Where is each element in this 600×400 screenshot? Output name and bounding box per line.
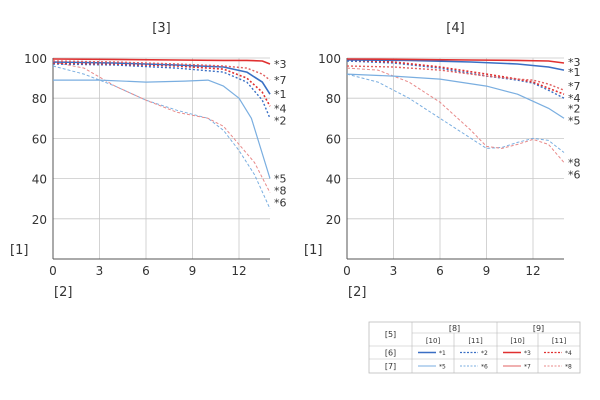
y-tick-label: 40 xyxy=(32,173,47,187)
x-tick-label: 6 xyxy=(436,264,444,278)
x-tick-label: 12 xyxy=(231,264,246,278)
series-line-star5 xyxy=(346,73,565,119)
x-tick-label: 9 xyxy=(483,264,491,278)
series-end-label: *6 xyxy=(274,197,287,210)
series-line-star8 xyxy=(52,61,271,193)
series-line-star6 xyxy=(346,73,565,153)
y-tick-label: 80 xyxy=(32,92,47,106)
series-end-label: *5 xyxy=(568,114,581,127)
y-tick-label: 20 xyxy=(32,213,47,227)
series-end-label: *1 xyxy=(274,88,287,101)
x-tick-label: 12 xyxy=(525,264,540,278)
series-line-star3 xyxy=(52,58,271,65)
series-end-label: *5 xyxy=(274,173,287,186)
legend-row-label: [7] xyxy=(385,362,396,371)
series-end-label: *1 xyxy=(568,66,581,79)
x-axis-label: [2] xyxy=(348,285,366,300)
series-end-label: *2 xyxy=(568,102,581,115)
x-tick-label: 0 xyxy=(343,264,351,278)
series-line-star4 xyxy=(346,59,565,95)
series-end-label: *8 xyxy=(568,157,581,170)
series-line-star5 xyxy=(53,79,271,179)
legend-group-header: [9] xyxy=(533,324,544,333)
legend-table: [5] [8] [9] [10] [11] [10] [11] [6] *1 *2 *3 *4 [7] *… xyxy=(368,321,581,374)
legend-frame xyxy=(368,321,581,374)
legend-entry-label: *6 xyxy=(481,364,488,371)
y-tick-label: 100 xyxy=(24,52,47,66)
legend-entry-label: *4 xyxy=(565,350,572,357)
series-end-label: *3 xyxy=(274,58,287,71)
series-end-label: *8 xyxy=(274,185,287,198)
chart-panel-2: [4] 20 40 60 80 100 0 3 6 9 12 [1] [2] *3*1*7*4*2*5 *8… xyxy=(304,21,581,300)
series-line-star1 xyxy=(52,61,271,95)
series-line-star2 xyxy=(346,60,565,99)
legend-entry-label: *1 xyxy=(439,350,446,357)
series-end-label: *7 xyxy=(568,80,581,93)
legend-sub-header: [11] xyxy=(468,337,483,345)
y-tick-label: 60 xyxy=(32,132,47,146)
series-end-label: *2 xyxy=(274,114,287,127)
series-line-star8 xyxy=(346,67,565,163)
series-end-label: *6 xyxy=(568,169,581,182)
legend-group-header: [8] xyxy=(449,324,460,333)
x-tick-label: 3 xyxy=(390,264,398,278)
y-axis-label: [1] xyxy=(304,243,322,258)
legend-sub-header: [11] xyxy=(552,337,567,345)
legend-entry-label: *2 xyxy=(481,350,488,357)
legend-sub-header: [10] xyxy=(426,337,441,345)
y-tick-label: 60 xyxy=(326,132,341,146)
series-line-star4 xyxy=(52,62,271,107)
legend-entry-label: *7 xyxy=(524,364,531,371)
y-tick-label: 40 xyxy=(326,173,341,187)
legend-entry-label: *8 xyxy=(565,364,572,371)
x-axis-label: [2] xyxy=(54,285,72,300)
series-line-star7 xyxy=(346,65,565,91)
series-end-label: *3 xyxy=(568,56,581,69)
x-tick-label: 9 xyxy=(189,264,197,278)
legend-row-label: [6] xyxy=(385,349,396,358)
legend-entry-label: *3 xyxy=(524,350,531,357)
series-end-label: *4 xyxy=(274,102,287,115)
legend-entry-label: *5 xyxy=(439,364,446,371)
series-line-star1 xyxy=(346,59,565,71)
chart-title: [3] xyxy=(152,21,170,36)
y-axis-label: [1] xyxy=(10,243,28,258)
legend-sub-header: [10] xyxy=(510,337,525,345)
series-end-label: *7 xyxy=(274,74,287,87)
x-tick-label: 3 xyxy=(96,264,104,278)
x-tick-label: 6 xyxy=(142,264,150,278)
x-tick-label: 0 xyxy=(49,264,57,278)
series-line-star2 xyxy=(52,63,271,119)
y-tick-label: 20 xyxy=(326,213,341,227)
series-end-label: *4 xyxy=(568,92,581,105)
legend-corner-label: [5] xyxy=(385,330,396,339)
y-tick-label: 100 xyxy=(318,52,341,66)
series-line-star6 xyxy=(52,65,271,210)
series-line-star3 xyxy=(346,58,565,64)
y-tick-label: 80 xyxy=(326,92,341,106)
chart-panel-1: [3] 20 40 60 80 100 0 3 6 9 12 [1] [2] *3 *7*1*4*2 *5*8… xyxy=(10,21,287,300)
chart-title: [4] xyxy=(446,21,464,36)
